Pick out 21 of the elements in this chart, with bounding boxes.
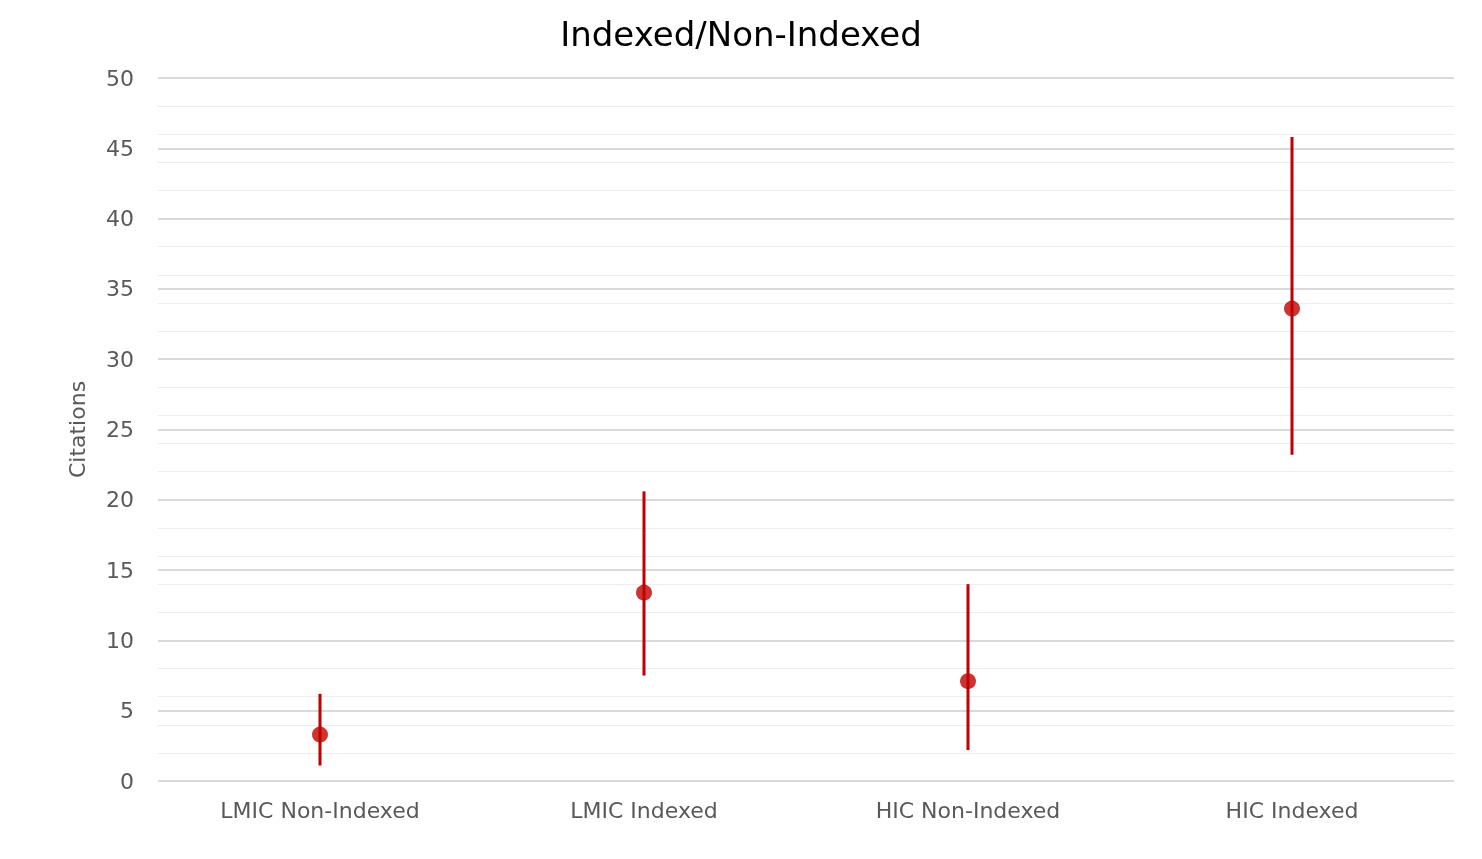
y-tick-label: 25 [106,417,134,442]
y-tick-label: 40 [106,206,134,232]
point [636,584,652,601]
x-tick-label: HIC Non-Indexed [875,797,1061,823]
x-tick-label: HIC Indexed [1225,797,1359,823]
x-tick-label: LMIC Indexed [570,797,718,823]
y-tick-label: 35 [106,276,134,302]
y-tick-label: 0 [120,768,134,794]
point [1284,300,1300,317]
y-tick-label: 30 [106,346,134,372]
y-tick-label: 5 [120,698,134,724]
y-tick-label: 45 [106,135,134,161]
chart-title: Indexed/Non-Indexed [560,14,922,54]
y-tick-label: 15 [106,557,134,583]
y-tick-label: 20 [106,487,134,513]
point [312,726,328,743]
x-tick-label: LMIC Non-Indexed [220,797,420,823]
y-axis-title: Citations [64,380,90,479]
y-tick-label: 50 [106,65,134,91]
point [960,673,976,690]
y-tick-label: 10 [106,627,134,653]
